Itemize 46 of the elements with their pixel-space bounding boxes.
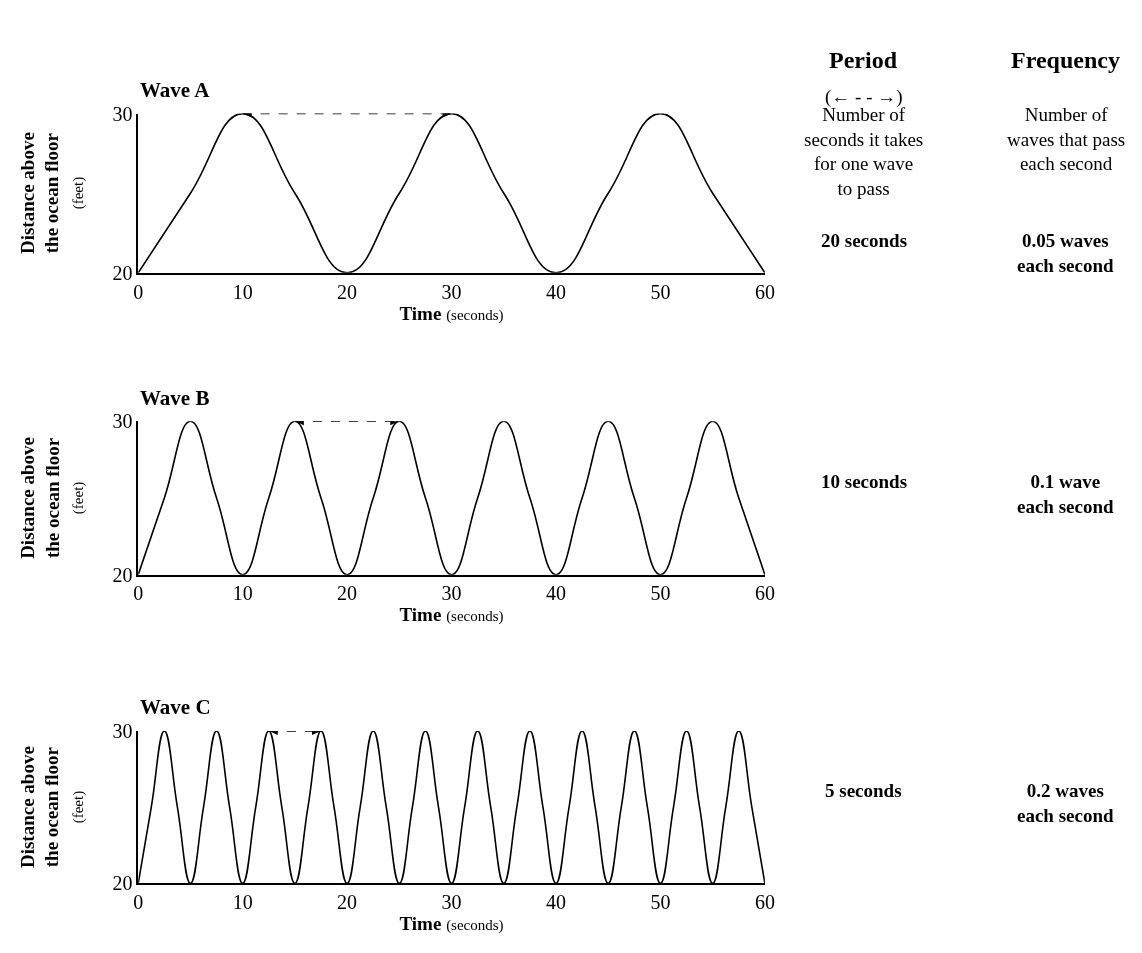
text: 0.1 wave each second bbox=[1017, 471, 1115, 517]
x-tick-label: 50 bbox=[650, 280, 671, 303]
y-tick-label: 20 bbox=[112, 563, 133, 586]
chart-title: Wave C bbox=[140, 695, 211, 719]
text: Frequency bbox=[1011, 47, 1120, 73]
x-axis-title: Time (seconds) bbox=[399, 604, 504, 626]
y-tick-label: 30 bbox=[112, 719, 133, 742]
x-axis-title: Time (seconds) bbox=[399, 913, 504, 935]
x-tick-label: 0 bbox=[133, 891, 144, 914]
x-tick-label: 60 bbox=[754, 280, 775, 303]
x-tick-label: 30 bbox=[441, 582, 462, 605]
text: Period bbox=[829, 47, 898, 73]
text: 10 seconds bbox=[821, 471, 908, 492]
y-tick-label: 30 bbox=[112, 102, 133, 125]
x-tick-label: 20 bbox=[337, 280, 358, 303]
text: Number of waves that pass each second bbox=[1007, 104, 1126, 175]
x-tick-label: 50 bbox=[650, 891, 671, 914]
text: (← - - →) bbox=[825, 86, 903, 108]
text: 0.05 waves each second bbox=[1017, 230, 1115, 276]
x-tick-label: 10 bbox=[232, 280, 253, 303]
chart-title: Wave B bbox=[140, 386, 210, 410]
x-axis-title: Time (seconds) bbox=[399, 302, 504, 324]
y-axis-title: Distance above the ocean floor (feet) bbox=[16, 746, 88, 869]
x-tick-label: 30 bbox=[441, 891, 462, 914]
x-tick-label: 30 bbox=[441, 280, 462, 303]
x-tick-label: 10 bbox=[232, 582, 253, 605]
y-tick-label: 20 bbox=[112, 872, 133, 895]
text: 0.2 waves each second bbox=[1017, 780, 1115, 826]
x-tick-label: 40 bbox=[546, 582, 566, 605]
x-tick-label: 40 bbox=[546, 280, 566, 303]
x-tick-label: 0 bbox=[133, 280, 144, 303]
text: 20 seconds bbox=[821, 230, 908, 251]
text: 5 seconds bbox=[825, 780, 902, 801]
y-axis-title: Distance above the ocean floor (feet) bbox=[16, 132, 88, 255]
x-tick-label: 20 bbox=[337, 891, 358, 914]
y-tick-label: 20 bbox=[112, 261, 133, 284]
x-tick-label: 0 bbox=[133, 582, 144, 605]
x-tick-label: 40 bbox=[546, 891, 566, 914]
x-tick-label: 60 bbox=[754, 891, 775, 914]
x-tick-label: 50 bbox=[650, 582, 671, 605]
x-tick-label: 60 bbox=[754, 582, 775, 605]
x-tick-label: 20 bbox=[337, 582, 358, 605]
y-axis-title: Distance above the ocean floor (feet) bbox=[16, 436, 88, 559]
x-tick-label: 10 bbox=[232, 891, 253, 914]
y-tick-label: 30 bbox=[112, 410, 133, 433]
chart-title: Wave A bbox=[140, 78, 211, 102]
